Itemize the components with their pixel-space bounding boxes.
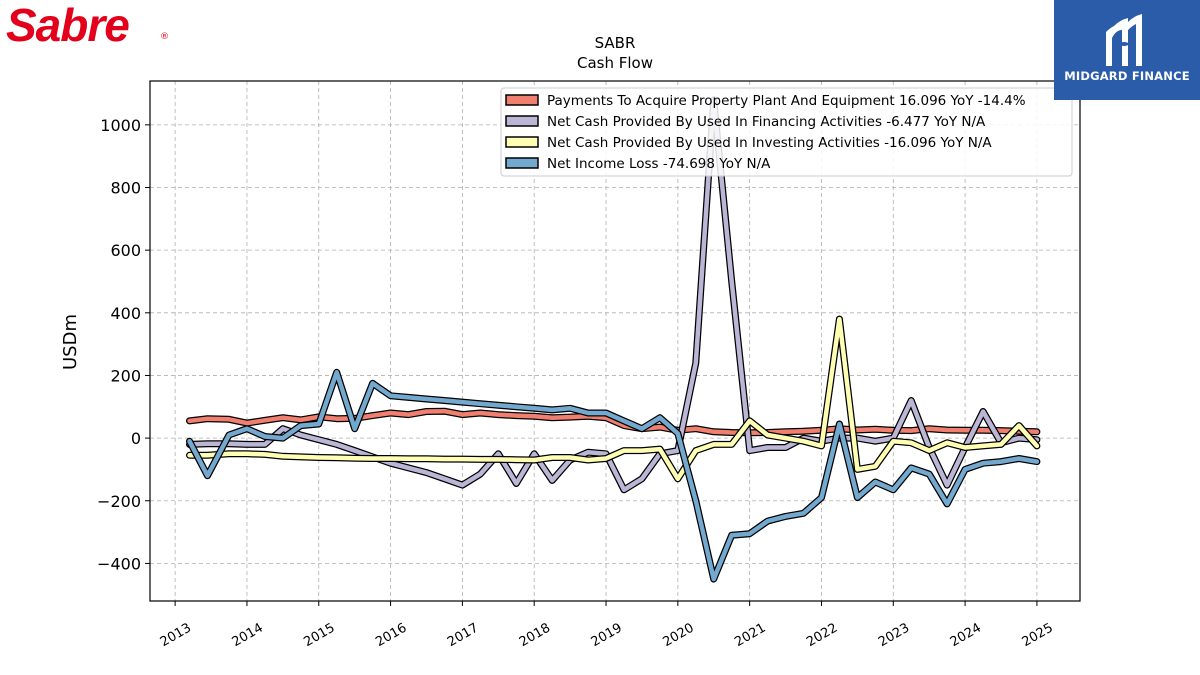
y-axis-label: USDm <box>60 314 81 370</box>
x-tick-label: 2018 <box>517 621 553 651</box>
x-axis-ticks: 2013 2014 2015 2016 2017 2018 2019 2020 2021 2022… <box>158 601 1056 650</box>
midgard-finance-logo-text: MIDGARD FINANCE <box>1064 69 1190 83</box>
x-tick-label: 2017 <box>445 621 481 651</box>
x-tick-label: 2023 <box>876 621 912 651</box>
x-tick-label: 2013 <box>158 621 194 651</box>
legend-swatch <box>505 94 539 106</box>
x-tick-label: 2014 <box>230 621 266 651</box>
chart-subtitle: Cash Flow <box>577 54 653 72</box>
y-tick-label: 0 <box>131 429 141 448</box>
legend-box <box>500 87 1073 177</box>
legend-label: Net Cash Provided By Used In Financing A… <box>547 114 986 130</box>
midgard-finance-logo: MIDGARD FINANCE <box>1054 0 1200 100</box>
midgard-emblem-icon <box>1106 14 1142 66</box>
y-tick-label: 600 <box>110 241 141 260</box>
legend: Payments To Acquire Property Plant And E… <box>500 87 1073 177</box>
x-tick-label: 2016 <box>373 621 409 651</box>
series-line-3 <box>187 370 1040 582</box>
x-tick-label: 2021 <box>732 621 768 651</box>
legend-label: Net Income Loss -74.698 YoY N/A <box>547 156 771 172</box>
chart-title: SABR <box>595 34 636 52</box>
x-tick-label: 2025 <box>1020 621 1056 651</box>
series-line-2 <box>187 316 1040 482</box>
y-tick-label: 200 <box>110 366 141 385</box>
y-tick-label: 400 <box>110 304 141 323</box>
x-tick-label: 2024 <box>948 621 984 651</box>
x-tick-label: 2022 <box>804 621 840 651</box>
y-tick-label: 800 <box>110 179 141 198</box>
series-lines <box>186 96 1041 583</box>
series-line-1 <box>187 97 1040 493</box>
legend-swatch <box>505 136 539 148</box>
y-tick-label: 1000 <box>100 116 141 135</box>
sabre-logo-registered-mark: ® <box>160 32 169 42</box>
legend-label: Net Cash Provided By Used In Investing A… <box>547 135 992 151</box>
legend-swatch <box>505 157 539 169</box>
x-tick-label: 2015 <box>301 621 337 651</box>
legend-swatch <box>505 115 539 127</box>
y-tick-label: −200 <box>97 492 141 511</box>
y-tick-label: −400 <box>97 554 141 573</box>
sabre-logo: Sabre ® <box>6 0 169 51</box>
y-axis-ticks: −400 −200 0 200 400 600 800 1000 <box>97 116 150 573</box>
sabre-logo-text: Sabre <box>6 0 130 51</box>
x-tick-label: 2020 <box>661 621 697 651</box>
plot-frame <box>149 80 1081 602</box>
x-tick-label: 2019 <box>589 621 625 651</box>
legend-label: Payments To Acquire Property Plant And E… <box>547 93 1026 109</box>
